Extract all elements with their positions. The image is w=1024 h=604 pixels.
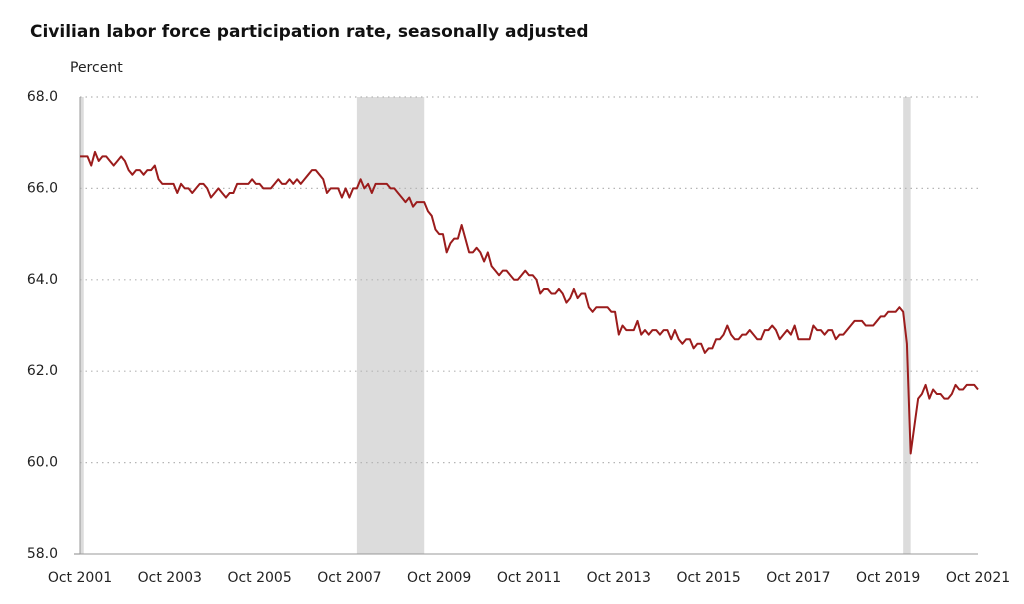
y-tick-label: 58.0 <box>27 546 58 562</box>
y-tick-label: 68.0 <box>27 89 58 105</box>
y-axis-label: Percent <box>70 60 123 76</box>
y-tick-label: 66.0 <box>27 180 58 196</box>
x-tick-label: Oct 2017 <box>766 570 830 586</box>
recession-band <box>80 97 84 554</box>
plot <box>80 150 979 455</box>
x-tick-label: Oct 2007 <box>317 570 381 586</box>
x-tick-label: Oct 2001 <box>48 570 112 586</box>
chart-title: Civilian labor force participation rate,… <box>30 22 589 42</box>
x-tick-label: Oct 2021 <box>946 570 1010 586</box>
series-line <box>80 150 979 455</box>
recession-shading <box>80 97 911 554</box>
x-tick-label: Oct 2005 <box>227 570 291 586</box>
x-tick-label: Oct 2013 <box>587 570 651 586</box>
y-tick-label: 64.0 <box>27 272 58 288</box>
y-tick-label: 60.0 <box>27 455 58 471</box>
x-tick-label: Oct 2011 <box>497 570 561 586</box>
recession-band <box>356 97 425 554</box>
x-tick-label: Oct 2009 <box>407 570 471 586</box>
x-tick-label: Oct 2019 <box>856 570 920 586</box>
x-tick-label: Oct 2003 <box>138 570 202 586</box>
grid: 58.0 60.0 62.0 64.0 66.0 68.0 Oct 2001 Oct 2003… <box>27 89 1010 586</box>
x-tick-label: Oct 2015 <box>676 570 740 586</box>
recession-band <box>903 97 911 554</box>
y-tick-label: 62.0 <box>27 363 58 379</box>
